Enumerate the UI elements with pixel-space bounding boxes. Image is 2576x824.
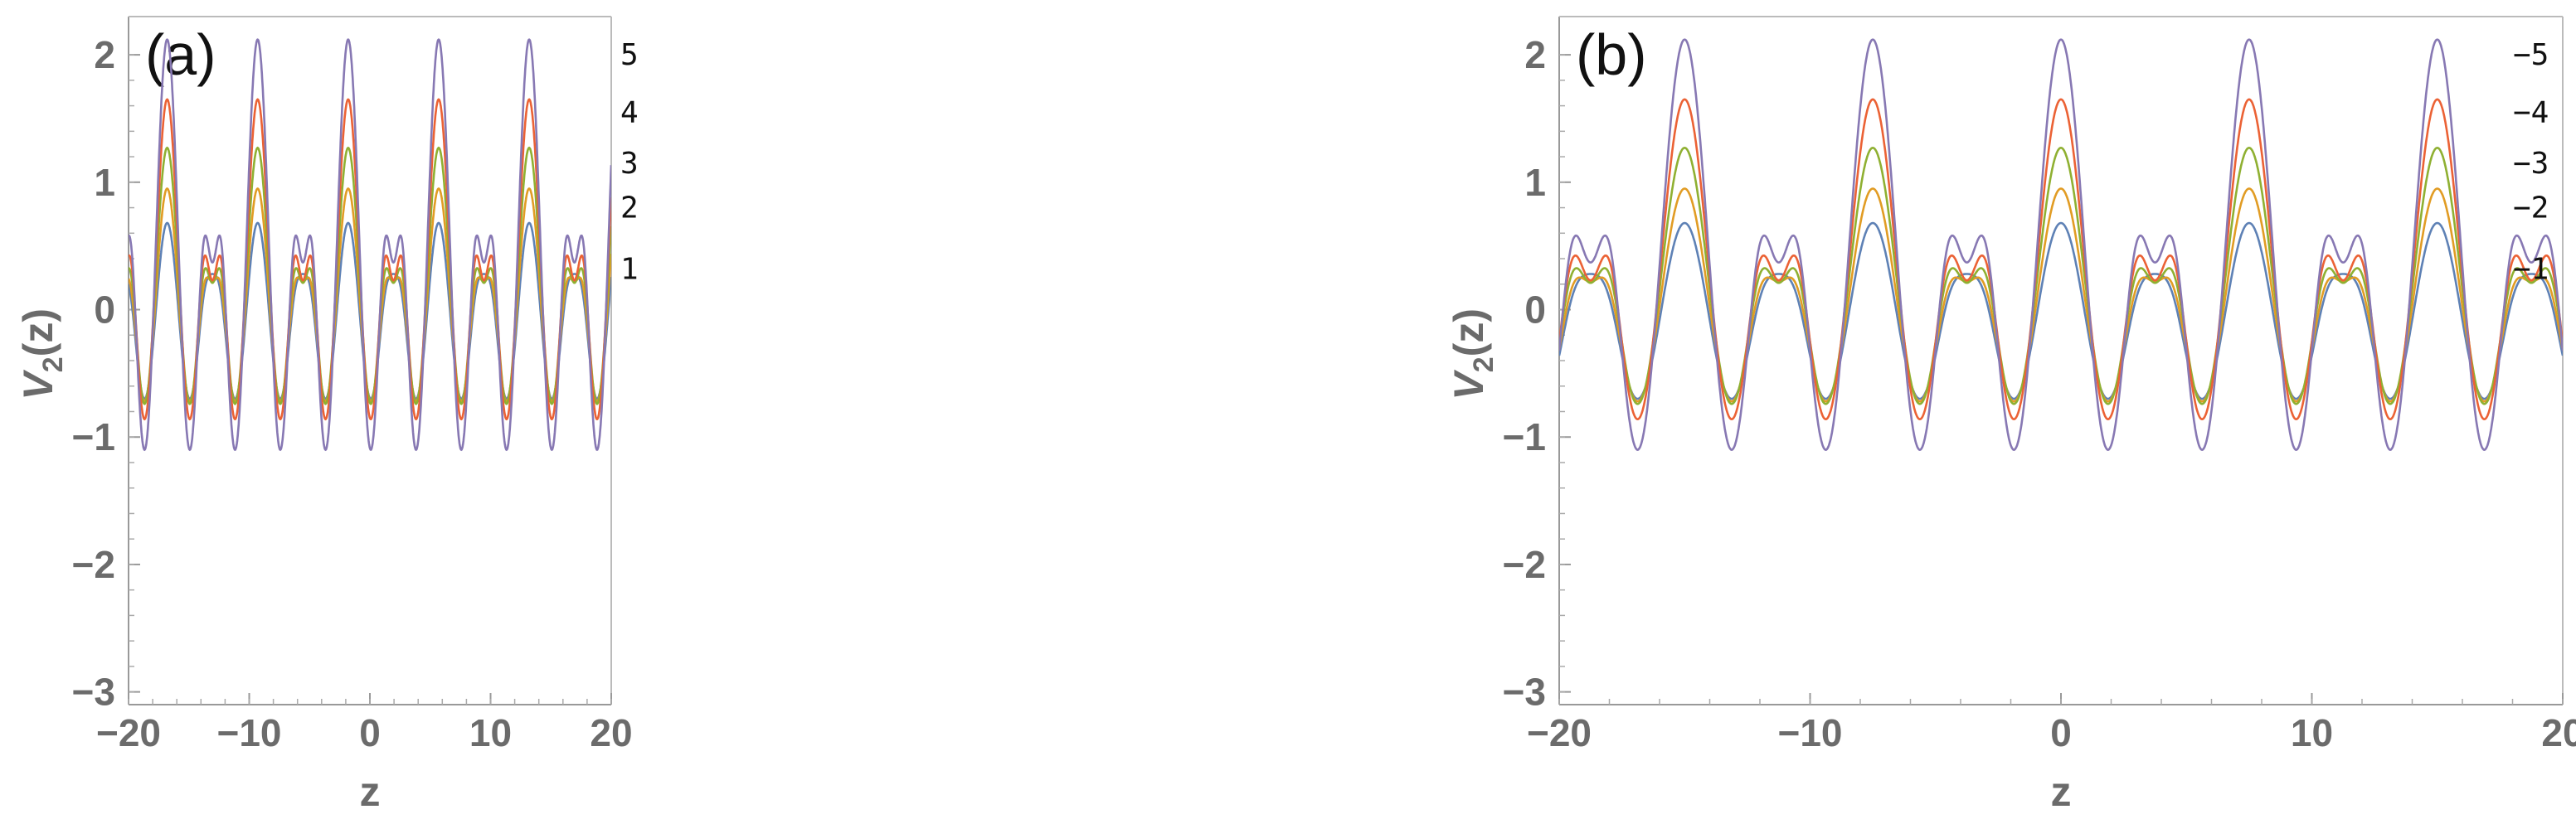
- series-label-5: 5: [620, 38, 639, 72]
- y-tick-label: 0: [94, 288, 115, 332]
- series-line-4: [129, 98, 611, 421]
- y-axis-title-main: V: [1446, 370, 1492, 400]
- y-tick-label: −2: [1503, 543, 1546, 586]
- panel-label: (b): [1576, 22, 1647, 87]
- x-tick-label: 20: [2541, 711, 2576, 754]
- x-tick-label: −10: [216, 711, 281, 754]
- x-tick-label: 0: [359, 711, 381, 754]
- y-tick-label: −3: [1503, 671, 1546, 714]
- y-tick-label: −1: [72, 415, 115, 458]
- x-tick-label: 20: [590, 711, 632, 754]
- y-axis-title-text: V2(z): [15, 308, 69, 400]
- y-tick-label: −1: [1503, 415, 1546, 458]
- series-line--3: [1559, 146, 2563, 405]
- series-line-5: [129, 38, 611, 452]
- y-axis-title-sub: 2: [1468, 356, 1499, 372]
- series-label-3: 3: [620, 147, 639, 181]
- y-tick-label: 1: [1524, 161, 1546, 204]
- series-label-4: 4: [620, 95, 639, 129]
- x-axis-title: z: [2051, 768, 2072, 815]
- y-axis-title-tail: (z): [15, 308, 61, 356]
- y-tick-label: −2: [72, 543, 115, 586]
- y-tick-label: 1: [94, 161, 115, 204]
- y-axis-title-sub: 2: [37, 356, 69, 372]
- series-label--1: −1: [2513, 252, 2549, 286]
- x-tick-label: −20: [96, 711, 161, 754]
- series-line-3: [129, 146, 611, 405]
- panel-label: (a): [145, 22, 216, 87]
- series-line--4: [1559, 98, 2563, 421]
- y-axis-title: V2(z): [1446, 308, 1499, 400]
- x-tick-label: −10: [1777, 711, 1842, 754]
- series-line--5: [1559, 38, 2563, 451]
- x-tick-label: 10: [2291, 711, 2333, 754]
- x-axis-title: z: [360, 768, 381, 815]
- chart-panel-b: −20 −10 0 10 20 −3 −2 −1 0 1 2 z V2(z) (b) −5 −4 −3 −2 −1: [1288, 0, 2576, 820]
- series-label-1: 1: [620, 252, 639, 286]
- x-tick-label: 0: [2050, 711, 2072, 754]
- x-tick-label: 10: [469, 711, 512, 754]
- series-label-2: 2: [620, 191, 639, 225]
- y-tick-label: 2: [94, 33, 115, 76]
- series-label--2: −2: [2513, 191, 2549, 225]
- series-label--3: −3: [2513, 147, 2549, 181]
- series-label--4: −4: [2513, 95, 2549, 129]
- y-tick-label: 2: [1524, 33, 1546, 76]
- y-axis-title-tail: (z): [1446, 308, 1492, 356]
- y-tick-label: −3: [72, 671, 115, 714]
- y-tick-label: 0: [1524, 288, 1546, 332]
- x-tick-label: −20: [1527, 711, 1592, 754]
- y-axis-title: V2(z): [15, 308, 69, 400]
- series-label--5: −5: [2513, 38, 2549, 72]
- y-axis-title-main: V: [15, 370, 61, 400]
- chart-panel-a: −20 −10 0 10 20 −3 −2 −1 0 1 2 z V2(z) (a) 5 4 3 2 1: [0, 0, 1288, 820]
- y-axis-title-text: V2(z): [1446, 308, 1499, 400]
